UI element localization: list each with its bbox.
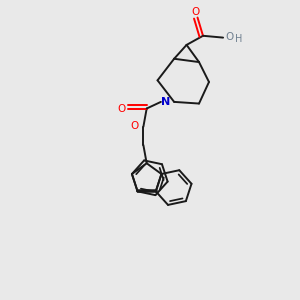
Text: H: H [235, 34, 243, 44]
Text: N: N [161, 97, 170, 107]
Text: O: O [225, 32, 233, 42]
Text: O: O [192, 7, 200, 16]
Text: O: O [130, 121, 138, 131]
Text: O: O [117, 103, 125, 113]
